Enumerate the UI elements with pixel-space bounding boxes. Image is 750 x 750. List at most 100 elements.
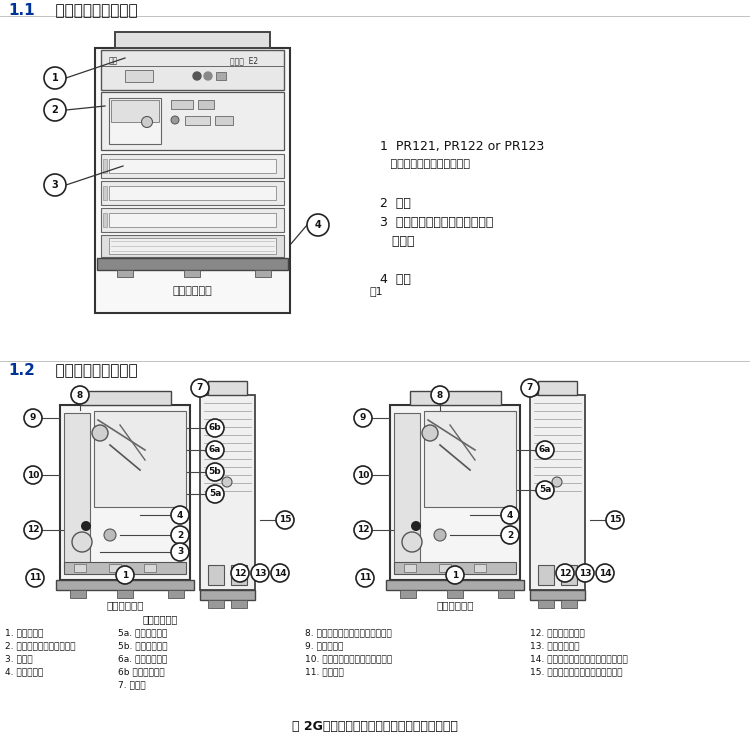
- Bar: [561, 565, 577, 585]
- Circle shape: [171, 116, 179, 124]
- Text: 9: 9: [360, 413, 366, 422]
- Text: 5a. 静触头主触点: 5a. 静触头主触点: [118, 628, 167, 637]
- Bar: [109, 238, 276, 254]
- Circle shape: [24, 521, 42, 539]
- Circle shape: [411, 521, 421, 531]
- Bar: [103, 186, 107, 200]
- Text: 10: 10: [27, 470, 39, 479]
- Bar: [64, 562, 186, 574]
- Circle shape: [276, 511, 294, 529]
- Bar: [109, 159, 276, 173]
- Text: 6a: 6a: [538, 446, 551, 454]
- Text: 1.2: 1.2: [8, 363, 34, 378]
- Circle shape: [171, 543, 189, 561]
- Text: 2: 2: [507, 530, 513, 539]
- Circle shape: [552, 477, 562, 487]
- Bar: [198, 100, 214, 109]
- Bar: [394, 562, 516, 574]
- Text: 3. 端子盒: 3. 端子盒: [5, 654, 33, 663]
- Bar: [97, 258, 288, 270]
- Bar: [101, 92, 284, 150]
- Circle shape: [307, 214, 329, 236]
- Text: 关闭: 关闭: [109, 56, 118, 65]
- Circle shape: [104, 529, 116, 541]
- Circle shape: [44, 67, 66, 89]
- Bar: [200, 395, 255, 590]
- Text: 7: 7: [526, 383, 533, 392]
- Text: 2  面标: 2 面标: [380, 197, 411, 210]
- Text: 固定式断路器: 固定式断路器: [436, 600, 474, 610]
- Circle shape: [81, 521, 91, 531]
- Circle shape: [193, 72, 201, 80]
- Text: 1: 1: [452, 571, 458, 580]
- Circle shape: [356, 569, 374, 587]
- Bar: [64, 413, 90, 568]
- Text: 12: 12: [357, 526, 369, 535]
- Circle shape: [431, 386, 449, 404]
- Text: 10. 断路器的闭合与分断操作机构: 10. 断路器的闭合与分断操作机构: [305, 654, 392, 663]
- Circle shape: [72, 532, 92, 552]
- Text: 5a: 5a: [538, 485, 551, 494]
- Text: 13: 13: [254, 568, 266, 578]
- Bar: [538, 381, 577, 395]
- Text: 基于电子微处理器的脱扣器: 基于电子微处理器的脱扣器: [380, 159, 470, 169]
- Circle shape: [206, 463, 224, 481]
- Circle shape: [422, 425, 438, 441]
- Bar: [103, 159, 107, 173]
- Bar: [168, 590, 184, 598]
- Text: 11: 11: [28, 574, 41, 583]
- Circle shape: [446, 566, 464, 584]
- Circle shape: [576, 564, 594, 582]
- Circle shape: [402, 532, 422, 552]
- Text: 1. 钢板支架件: 1. 钢板支架件: [5, 628, 44, 637]
- Bar: [185, 116, 210, 125]
- Circle shape: [142, 116, 152, 128]
- Circle shape: [26, 569, 44, 587]
- Circle shape: [536, 441, 554, 459]
- Circle shape: [206, 419, 224, 437]
- Bar: [561, 600, 577, 608]
- Bar: [231, 565, 247, 585]
- Bar: [101, 154, 284, 178]
- Text: 抽出部分的结构特征: 抽出部分的结构特征: [45, 363, 138, 378]
- Bar: [390, 405, 520, 580]
- Bar: [125, 70, 153, 82]
- Text: 4  铭牌: 4 铭牌: [380, 273, 411, 286]
- Text: 4: 4: [177, 511, 183, 520]
- Bar: [184, 270, 200, 277]
- Bar: [144, 564, 156, 572]
- Circle shape: [24, 466, 42, 484]
- Bar: [117, 270, 133, 277]
- Text: 15. 脱扣器（合闸、分断、欠电压）: 15. 脱扣器（合闸、分断、欠电压）: [530, 667, 622, 676]
- Text: 12: 12: [559, 568, 572, 578]
- Bar: [200, 590, 255, 600]
- Bar: [530, 590, 585, 600]
- Circle shape: [171, 506, 189, 524]
- Circle shape: [231, 564, 249, 582]
- Bar: [56, 580, 194, 590]
- Text: 6b: 6b: [209, 424, 221, 433]
- Bar: [94, 411, 186, 507]
- Bar: [439, 564, 451, 572]
- Text: 6a: 6a: [209, 446, 221, 454]
- Text: 5a: 5a: [209, 490, 221, 499]
- Bar: [60, 405, 190, 580]
- Bar: [103, 213, 107, 227]
- Text: 3: 3: [177, 548, 183, 556]
- Bar: [95, 48, 290, 313]
- Text: 11. 起合弹簧: 11. 起合弹簧: [305, 667, 344, 676]
- Text: 14: 14: [274, 568, 286, 578]
- Bar: [530, 395, 585, 590]
- Bar: [115, 32, 270, 48]
- Text: 图1: 图1: [370, 286, 383, 296]
- Text: 选择型断路器: 选择型断路器: [106, 600, 144, 610]
- Text: 固定式断路器: 固定式断路器: [172, 286, 211, 296]
- Text: 3  操作机构的开关控制部件和脱: 3 操作机构的开关控制部件和脱: [380, 216, 494, 229]
- Text: 4. 水平后端子: 4. 水平后端子: [5, 667, 44, 676]
- Bar: [109, 213, 276, 227]
- Bar: [386, 580, 524, 590]
- Circle shape: [434, 529, 446, 541]
- Text: 2. 保护脱扣器的电流互感器: 2. 保护脱扣器的电流互感器: [5, 641, 76, 650]
- Bar: [101, 235, 284, 257]
- Bar: [447, 590, 463, 598]
